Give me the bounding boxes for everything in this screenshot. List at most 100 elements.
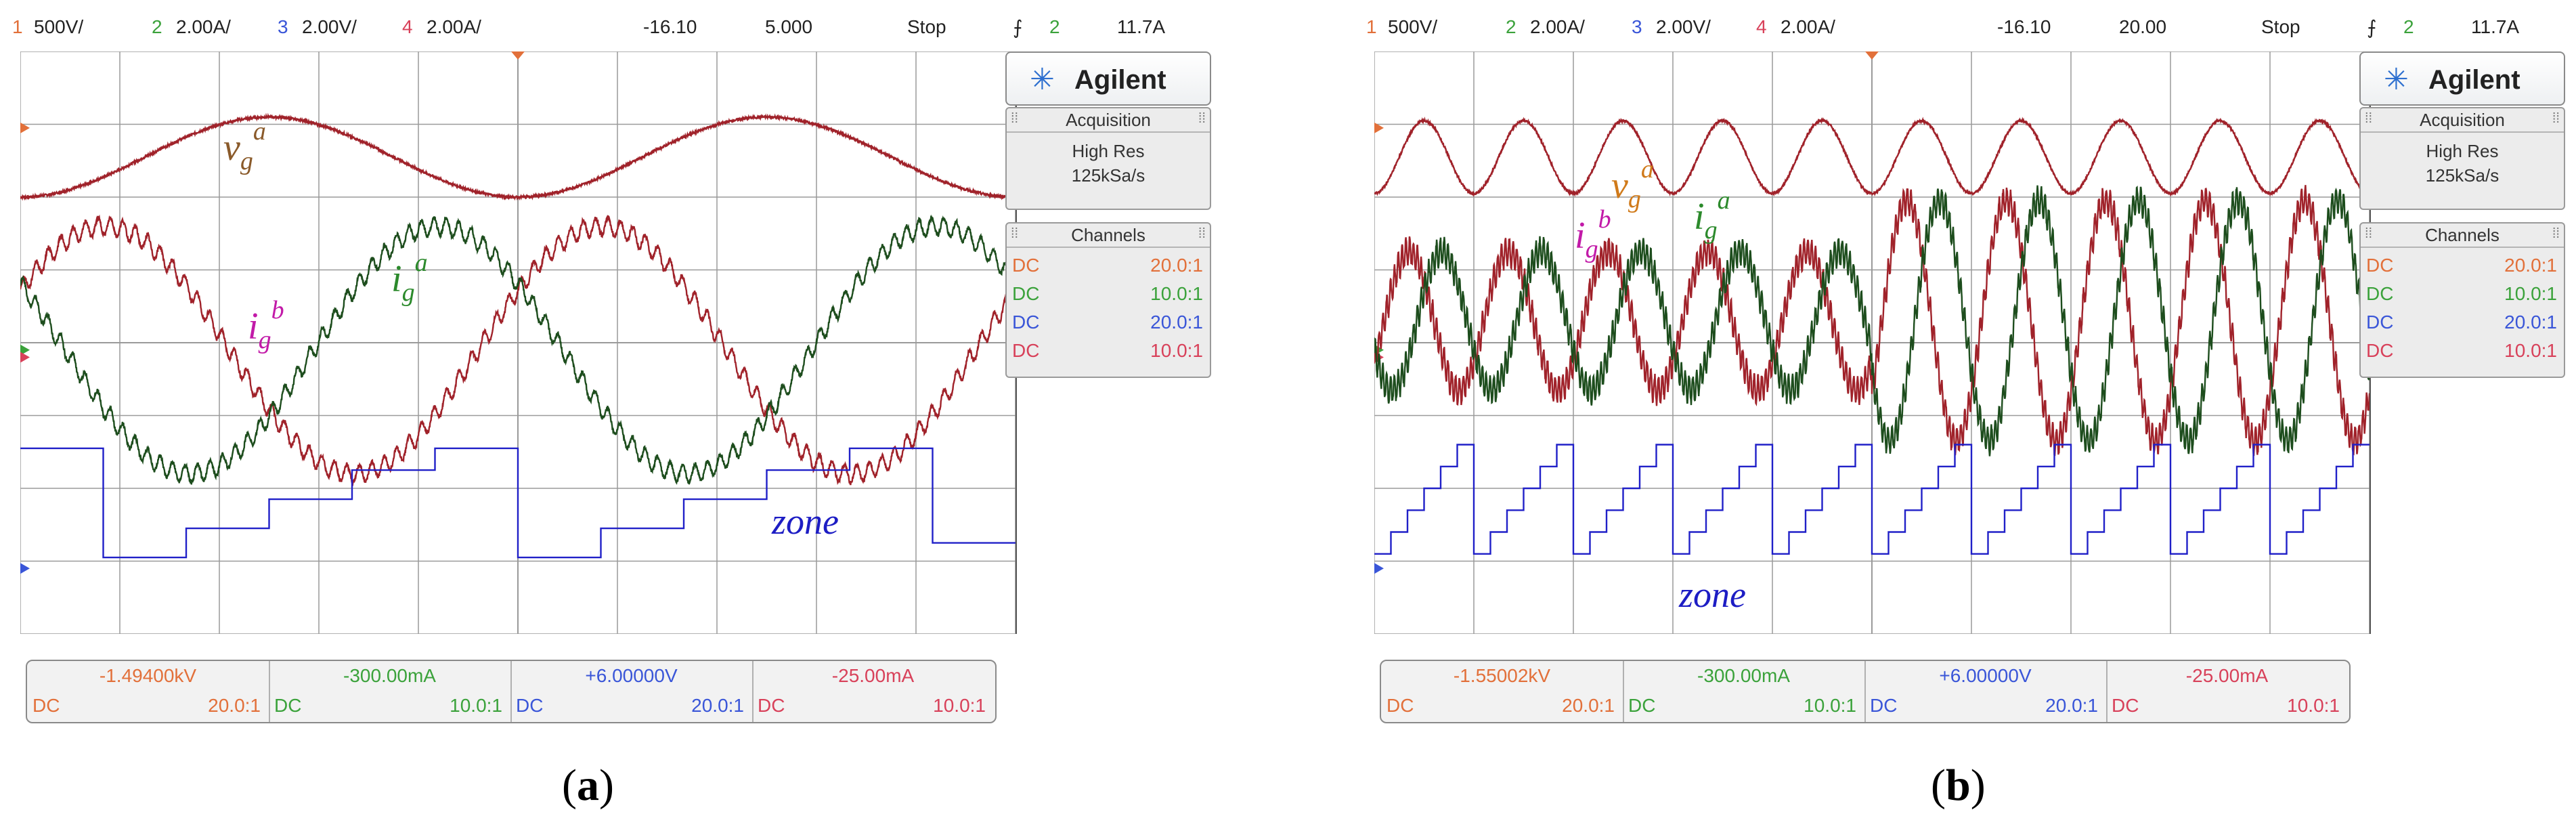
trigger-channel: 2 — [2403, 16, 2414, 37]
label-ig-b: igb — [248, 296, 284, 354]
grip-icon: ⁞⁞ — [1011, 111, 1019, 126]
agilent-spark-icon: ✳ — [2384, 63, 2409, 96]
offset-cell-4[interactable]: -25.00mA DC 10.0:1 — [758, 665, 986, 716]
acquisition-mode: High Res — [2426, 141, 2499, 161]
offset-cell-1[interactable]: -1.49400kV DC 20.0:1 — [27, 661, 270, 722]
label-ig-a: iga — [391, 249, 428, 307]
ch2-scale[interactable]: 2.00A/ — [176, 16, 231, 37]
channels-panel[interactable]: Channels ⁞⁞ ⁞⁞ DC 20.0:1 DC 10.0:1 DC 20.0:… — [2359, 222, 2565, 378]
trigger-channel: 2 — [1049, 16, 1060, 37]
channel-row-2[interactable]: DC 10.0:1 — [2366, 283, 2557, 304]
ch2-number: 2 — [152, 16, 162, 37]
trace-zone — [1374, 444, 2370, 555]
waveform-display: vga igb iga zone — [1374, 51, 2371, 634]
channel-row-1[interactable]: DC 20.0:1 — [1012, 255, 1203, 276]
trigger-position-marker — [1865, 51, 1879, 60]
offset-cell-1[interactable]: -1.55002kV DC 20.0:1 — [1381, 661, 1624, 722]
ch1-ground-marker — [20, 122, 30, 133]
sample-rate: 125kSa/s — [2425, 165, 2499, 186]
offset-cell-4[interactable]: -25.00mA DC 10.0:1 — [2112, 665, 2340, 716]
offset-cell-2[interactable]: -300.00mA DC 10.0:1 — [269, 661, 512, 722]
offset-cell-2[interactable]: -300.00mA DC 10.0:1 — [1623, 661, 1866, 722]
ch2-ground-marker — [20, 344, 30, 356]
ch4-ground-marker — [20, 352, 30, 363]
offset-bar: -1.55002kV DC 20.0:1 -300.00mA DC 10.0:1 +6.… — [1380, 660, 2351, 723]
label-zone: zone — [1678, 574, 1746, 615]
trigger-level[interactable]: 11.7A — [1117, 16, 1166, 37]
channels-panel[interactable]: Channels ⁞⁞ ⁞⁞ DC 20.0:1 DC 10.0:1 DC 20.0:… — [1005, 222, 1211, 378]
label-zone: zone — [771, 501, 839, 542]
trace-ig_a — [20, 214, 1016, 485]
sample-rate: 125kSa/s — [1071, 165, 1145, 186]
acquisition-panel[interactable]: Acquisition ⁞⁞ ⁞⁞ High Res 125kSa/s — [1005, 107, 1211, 210]
acquisition-panel[interactable]: Acquisition ⁞⁞ ⁞⁞ High Res 125kSa/s — [2359, 107, 2565, 210]
trace-ig_b — [20, 214, 1016, 487]
ch1-scale[interactable]: 500V/ — [1388, 16, 1438, 37]
run-state[interactable]: Stop — [907, 16, 946, 37]
acquisition-title: Acquisition — [2361, 108, 2564, 133]
waveform-plot: vga igb iga zone — [20, 51, 1016, 634]
channel-row-4[interactable]: DC 10.0:1 — [2366, 340, 2557, 361]
grip-icon: ⁞⁞ — [2552, 226, 2560, 241]
agilent-spark-icon: ✳ — [1030, 63, 1055, 96]
brand-name: Agilent — [2428, 65, 2520, 95]
ch4-scale[interactable]: 2.00A/ — [1781, 16, 1835, 37]
label-ig-a: iga — [1694, 186, 1730, 245]
side-panel: ✳ Agilent Acquisition ⁞⁞ ⁞⁞ High Res 125… — [1005, 51, 1212, 378]
ch1-number: 1 — [1366, 16, 1377, 37]
channel-row-1[interactable]: DC 20.0:1 — [2366, 255, 2557, 276]
grip-icon: ⁞⁞ — [2552, 111, 2560, 126]
timebase[interactable]: 5.000 — [765, 16, 813, 37]
label-vg-a: vga — [1611, 155, 1654, 213]
channels-title: Channels — [2361, 224, 2564, 248]
agilent-logo: ✳ Agilent — [2359, 51, 2565, 106]
grip-icon: ⁞⁞ — [1198, 111, 1206, 126]
label-ig-b: igb — [1575, 205, 1611, 263]
ch3-ground-marker — [20, 563, 30, 574]
waveform-display: vga igb iga zone — [20, 51, 1017, 634]
ch2-scale[interactable]: 2.00A/ — [1530, 16, 1585, 37]
trigger-level[interactable]: 11.7A — [2471, 16, 2520, 37]
grip-icon: ⁞⁞ — [2365, 111, 2373, 126]
figure-label-b: (b) — [1931, 761, 1986, 810]
ch1-ground-marker — [1374, 122, 1384, 133]
channel-row-2[interactable]: DC 10.0:1 — [1012, 283, 1203, 304]
ch4-number: 4 — [1756, 16, 1767, 37]
channels-title: Channels — [1007, 224, 1210, 248]
channel-row-4[interactable]: DC 10.0:1 — [1012, 340, 1203, 361]
offset-bar: -1.49400kV DC 20.0:1 -300.00mA DC 10.0:1 +6.… — [26, 660, 997, 723]
acquisition-title: Acquisition — [1007, 108, 1210, 133]
brand-name: Agilent — [1074, 65, 1166, 95]
channel-row-3[interactable]: DC 20.0:1 — [2366, 312, 2557, 333]
channel-header: 1 500V/ 2 2.00A/ 3 2.00V/ 4 2.00A/ -16.1… — [7, 8, 1219, 49]
agilent-logo: ✳ Agilent — [1005, 51, 1211, 106]
ch3-ground-marker — [1374, 563, 1384, 574]
figure-label-a: (a) — [562, 761, 614, 810]
channel-header: 1 500V/ 2 2.00A/ 3 2.00V/ 4 2.00A/ -16.1… — [1361, 8, 2573, 49]
ch2-number: 2 — [1506, 16, 1516, 37]
trace-zone — [20, 447, 1016, 559]
ch1-scale[interactable]: 500V/ — [34, 16, 84, 37]
channel-row-3[interactable]: DC 20.0:1 — [1012, 312, 1203, 333]
trigger-edge-icon: ⨍ — [1013, 17, 1023, 38]
oscilloscope-panel-b: 1 500V/ 2 2.00A/ 3 2.00V/ 4 2.00A/ -16.1… — [1361, 0, 2573, 829]
ch3-scale[interactable]: 2.00V/ — [302, 16, 357, 37]
timebase[interactable]: 20.00 — [2119, 16, 2167, 37]
trace-vg_a — [20, 112, 1016, 201]
run-state[interactable]: Stop — [2261, 16, 2300, 37]
offset-cell-3[interactable]: +6.00000V DC 20.0:1 — [510, 661, 754, 722]
oscilloscope-panel-a: 1 500V/ 2 2.00A/ 3 2.00V/ 4 2.00A/ -16.1… — [7, 0, 1219, 829]
ch4-number: 4 — [402, 16, 413, 37]
waveform-plot: vga igb iga zone — [1374, 51, 2370, 634]
ch3-number: 3 — [1632, 16, 1642, 37]
trigger-delay[interactable]: -16.10 — [643, 16, 697, 37]
label-vg-a: vga — [223, 117, 266, 175]
trigger-delay[interactable]: -16.10 — [1997, 16, 2051, 37]
acquisition-mode: High Res — [1072, 141, 1145, 161]
offset-cell-3[interactable]: +6.00000V DC 20.0:1 — [1864, 661, 2108, 722]
trace-ig_a — [1374, 185, 2370, 456]
ch3-scale[interactable]: 2.00V/ — [1656, 16, 1711, 37]
trigger-position-marker — [511, 51, 525, 60]
grip-icon: ⁞⁞ — [1198, 226, 1206, 241]
ch4-scale[interactable]: 2.00A/ — [427, 16, 481, 37]
